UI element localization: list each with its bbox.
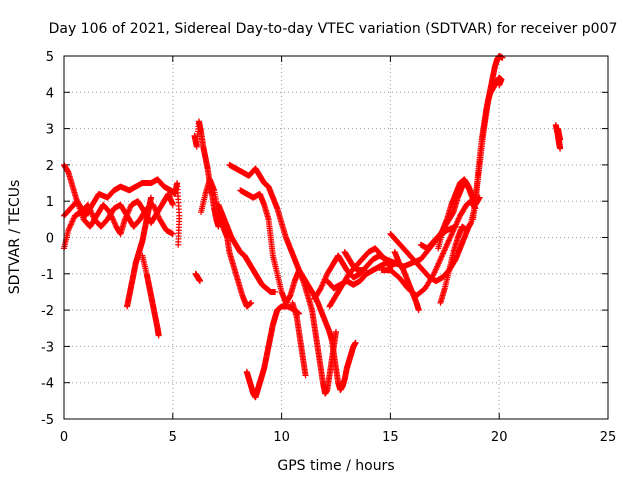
data-series-9 xyxy=(215,201,279,295)
x-tick-label: 20 xyxy=(491,430,508,445)
data-point xyxy=(155,332,162,339)
data-series-7 xyxy=(192,270,203,285)
data-point xyxy=(148,194,155,201)
plot-frame xyxy=(63,55,609,420)
data-series-24 xyxy=(437,53,506,306)
data-point xyxy=(197,278,203,285)
data-series-16 xyxy=(326,245,392,310)
y-tick-label: -5 xyxy=(41,413,54,428)
data-series-14 xyxy=(328,336,359,393)
data-point xyxy=(333,328,339,335)
y-tick-label: 3 xyxy=(46,123,54,138)
data-series-6 xyxy=(191,118,222,230)
y-tick-label: 2 xyxy=(46,159,54,174)
data-series-23 xyxy=(435,176,477,252)
data-point xyxy=(557,136,564,143)
data-series-13 xyxy=(289,299,309,379)
data-series-11 xyxy=(237,187,339,397)
x-tick-label: 25 xyxy=(600,430,617,445)
y-tick-label: 5 xyxy=(46,50,54,65)
data-series-25 xyxy=(470,74,505,223)
data-point xyxy=(248,299,255,306)
data-point xyxy=(272,288,279,295)
data-point xyxy=(361,267,368,274)
x-tick-label: 5 xyxy=(169,430,177,445)
data-series-12 xyxy=(243,303,303,401)
data-series-26 xyxy=(552,121,564,152)
y-tick-label: 0 xyxy=(46,232,54,247)
data-series xyxy=(61,53,564,401)
x-tick-label: 15 xyxy=(382,430,399,445)
y-tick-label: -2 xyxy=(41,304,54,319)
y-tick-label: -1 xyxy=(41,268,54,283)
y-tick-label: -3 xyxy=(41,340,54,355)
data-series-3 xyxy=(61,201,176,252)
x-tick-label: 0 xyxy=(60,430,68,445)
data-series-17 xyxy=(324,259,396,292)
data-point xyxy=(302,372,309,379)
x-axis-label: GPS time / hours xyxy=(277,458,394,474)
data-point xyxy=(476,194,483,201)
y-tick-label: 1 xyxy=(46,195,54,210)
data-point xyxy=(415,307,422,314)
chart-title: Day 106 of 2021, Sidereal Day-to-day VTE… xyxy=(49,21,618,37)
y-tick-label: -4 xyxy=(41,377,54,392)
data-series-18 xyxy=(341,249,368,274)
x-tick-label: 10 xyxy=(273,430,290,445)
data-point xyxy=(175,241,182,248)
data-point xyxy=(169,201,176,208)
data-point xyxy=(169,230,176,237)
y-axis-label: SDTVAR / TECUs xyxy=(7,180,23,295)
data-point xyxy=(389,263,396,270)
data-point xyxy=(496,82,503,89)
data-series-5 xyxy=(139,252,162,339)
data-point xyxy=(352,339,359,346)
y-tick-label: 4 xyxy=(46,86,54,101)
